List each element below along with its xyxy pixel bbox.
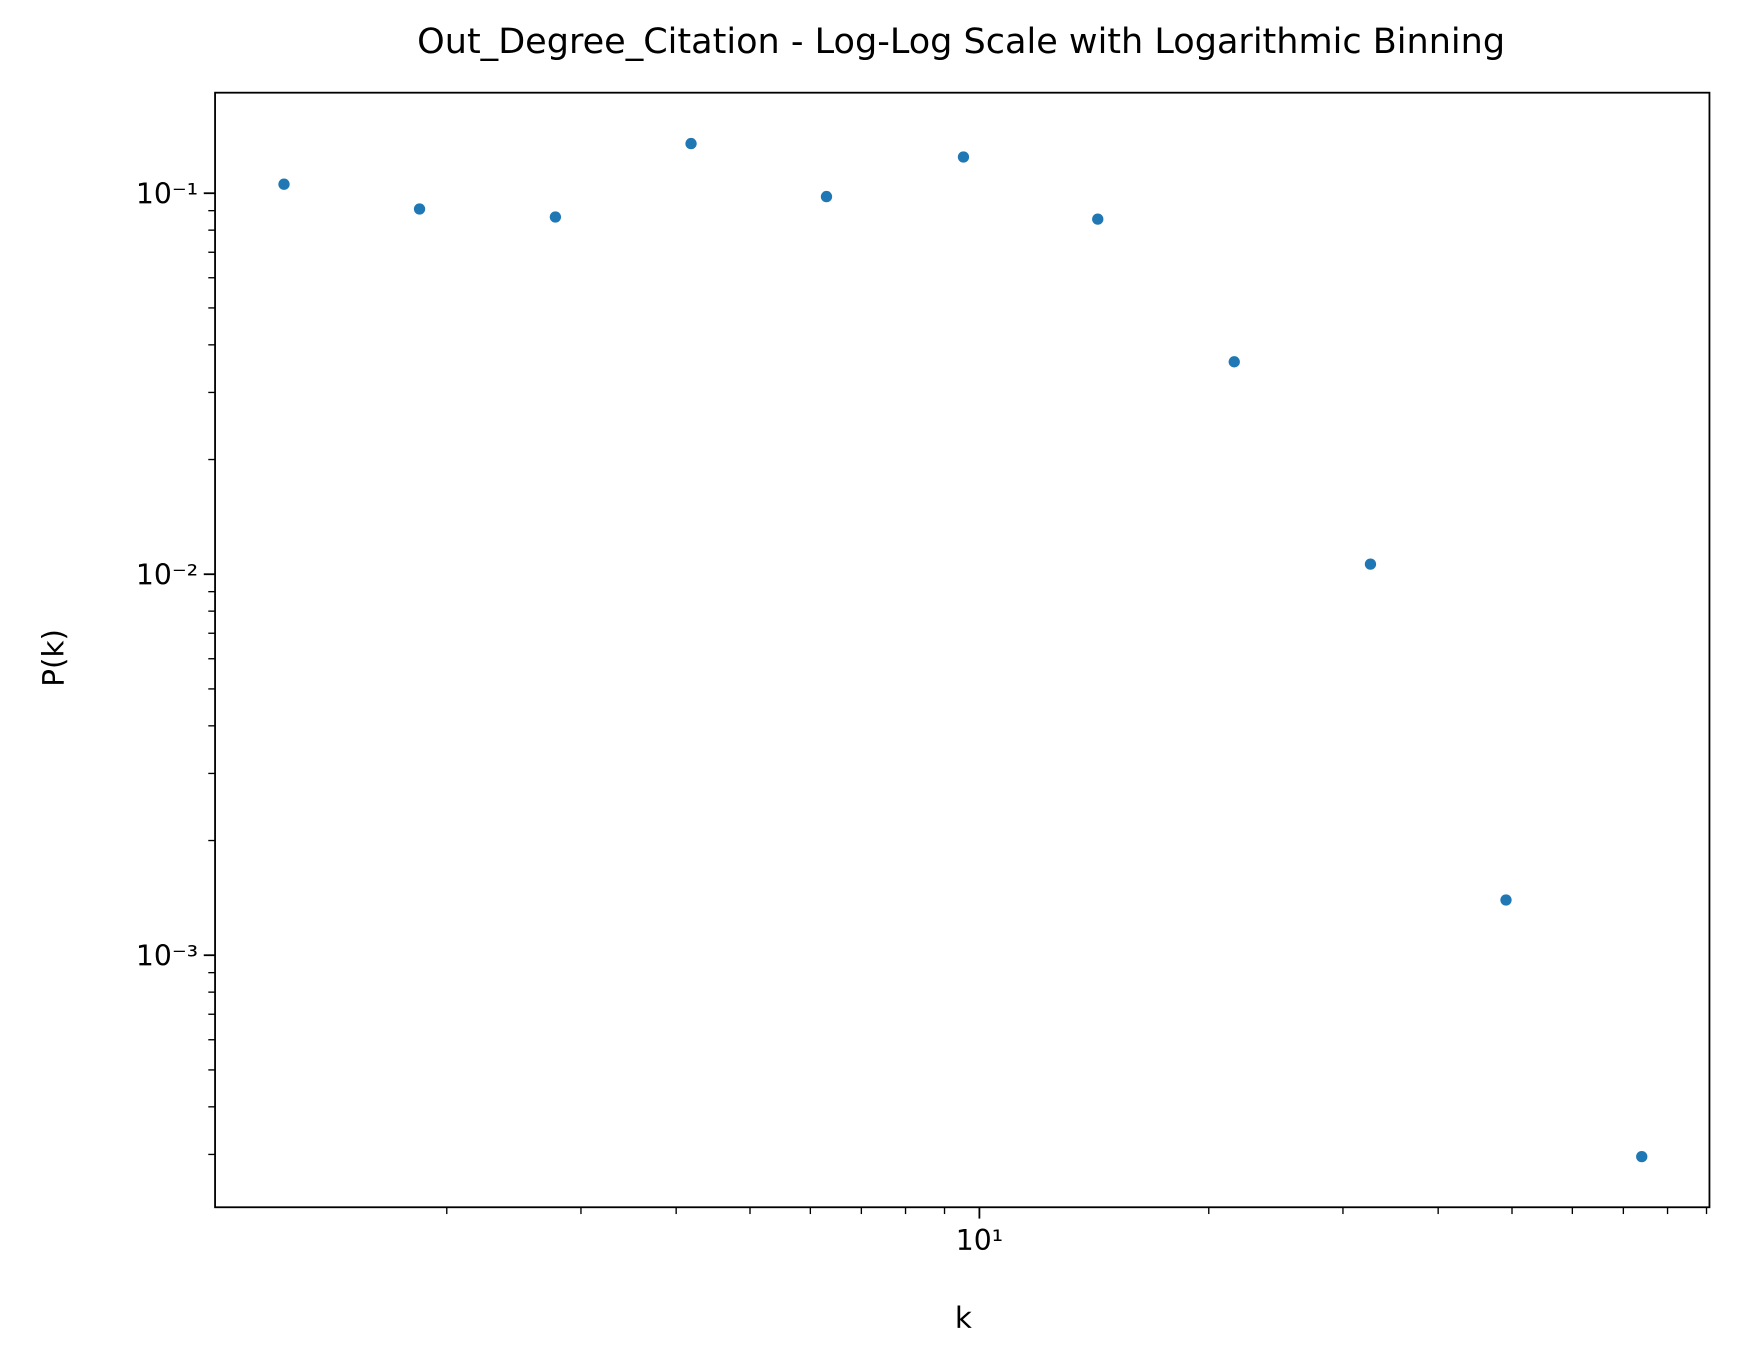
- data-point: [549, 211, 562, 223]
- y-tick-label: 10⁻²: [136, 558, 198, 591]
- x-tick-label: 10¹: [956, 1224, 1003, 1257]
- y-tick-label: 10⁻³: [136, 939, 198, 972]
- x-axis-label: k: [955, 1301, 972, 1335]
- data-point: [1500, 894, 1512, 906]
- chart-title: Out_Degree_Citation - Log-Log Scale with…: [417, 21, 1505, 62]
- data-point: [1636, 1151, 1648, 1163]
- data-point: [820, 190, 833, 203]
- data-point: [1364, 558, 1377, 570]
- y-axis-label: P(k): [37, 629, 71, 687]
- plot-frame: [214, 91, 1711, 1209]
- data-point: [1228, 356, 1240, 368]
- y-tick-label: 10⁻¹: [136, 177, 198, 210]
- data-point: [1092, 213, 1104, 225]
- data-point: [957, 151, 970, 163]
- data-point: [685, 137, 697, 150]
- data-point: [413, 203, 426, 215]
- data-point: [278, 178, 290, 190]
